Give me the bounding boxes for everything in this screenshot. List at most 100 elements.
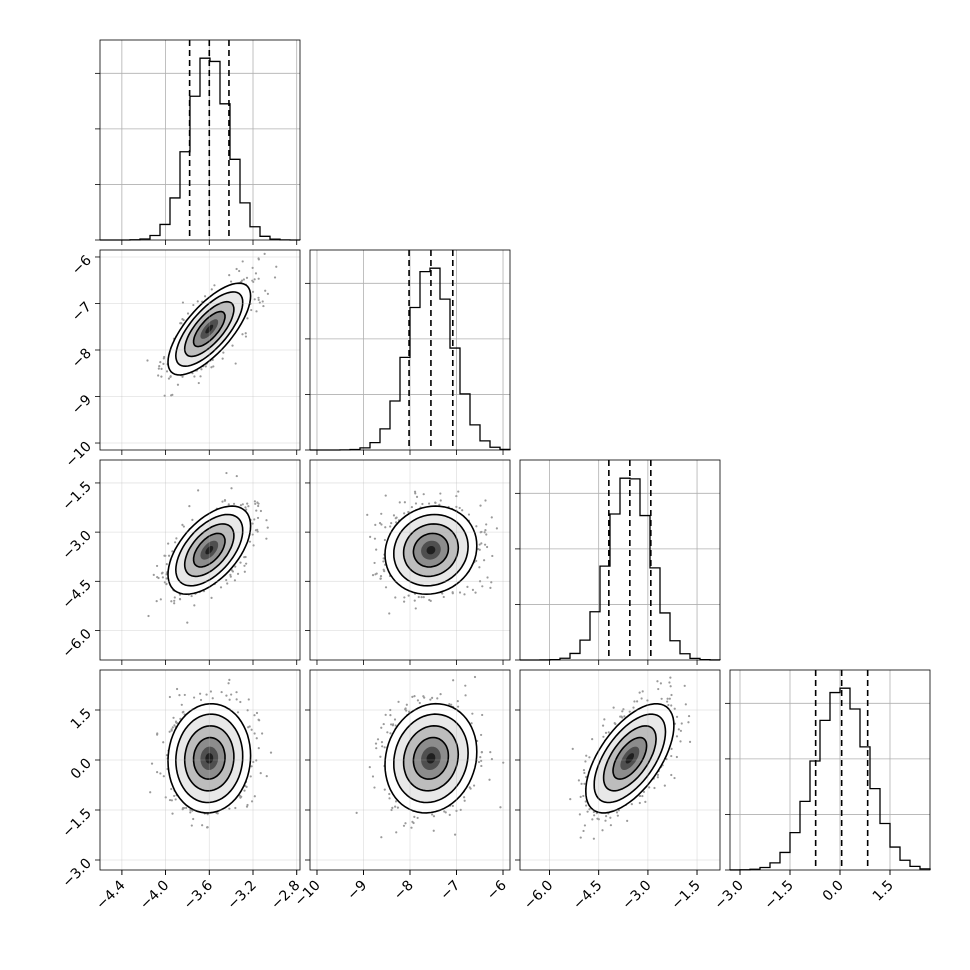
sample-point <box>416 816 419 820</box>
sample-point <box>470 722 473 725</box>
density-contour <box>167 282 252 376</box>
sample-point <box>254 502 257 505</box>
sample-point <box>231 570 235 573</box>
density-contour <box>174 291 244 368</box>
sample-point <box>250 765 253 768</box>
sample-point <box>241 503 244 506</box>
sample-point <box>388 612 391 615</box>
sample-point <box>234 806 237 810</box>
sample-point <box>394 805 397 808</box>
sample-point <box>155 600 158 603</box>
sample-point <box>160 375 163 378</box>
sample-point <box>251 533 254 536</box>
sample-point <box>275 265 278 268</box>
sample-point <box>173 602 176 605</box>
sample-point <box>244 332 247 335</box>
density-contour <box>392 713 469 804</box>
sample-point <box>472 784 476 787</box>
sample-point <box>259 509 263 513</box>
sample-point <box>197 489 200 492</box>
sample-point <box>578 813 581 816</box>
sample-point <box>483 531 486 534</box>
sample-point <box>253 278 256 281</box>
density-band <box>426 546 436 555</box>
sample-point <box>165 583 168 586</box>
sample-point <box>236 711 240 714</box>
sample-point <box>246 502 249 505</box>
sample-point <box>478 566 481 569</box>
sample-point <box>230 693 233 696</box>
sample-point <box>660 697 663 700</box>
sample-point <box>403 600 406 603</box>
sample-point <box>165 573 168 576</box>
sample-point <box>374 523 377 526</box>
sample-point <box>206 826 209 829</box>
sample-point <box>250 728 253 731</box>
density-band <box>205 324 214 334</box>
sample-point <box>254 272 258 275</box>
sample-point <box>394 724 397 727</box>
panel-content <box>355 675 505 839</box>
sample-point <box>248 540 252 543</box>
sample-point <box>170 600 173 603</box>
sample-point <box>413 694 416 698</box>
sample-point <box>644 800 647 804</box>
sample-point <box>584 760 587 763</box>
sample-point <box>395 831 398 834</box>
sample-point <box>185 806 188 810</box>
scatter-panel-3-2 <box>519 669 721 871</box>
density-contour <box>402 724 460 792</box>
sample-point <box>485 533 488 536</box>
density-contour <box>183 725 235 792</box>
sample-point <box>431 813 434 816</box>
density-contour <box>183 523 235 578</box>
sample-point <box>247 698 250 701</box>
sample-point <box>413 815 416 818</box>
sample-point <box>171 726 174 729</box>
sample-point <box>456 699 459 703</box>
sample-point <box>427 502 431 505</box>
sample-point <box>210 366 213 369</box>
sample-point <box>392 514 396 517</box>
sample-point <box>249 775 252 778</box>
sample-point <box>485 523 488 526</box>
sample-point <box>380 512 383 515</box>
sample-point <box>375 548 378 551</box>
sample-point <box>687 721 690 724</box>
sample-point <box>213 284 216 287</box>
sample-point <box>157 374 160 377</box>
sample-point <box>246 317 249 320</box>
density-contour <box>174 713 244 804</box>
sample-point <box>179 322 182 325</box>
density-contour <box>167 702 252 814</box>
sample-point <box>190 824 193 827</box>
sample-point <box>156 733 159 736</box>
sample-point <box>252 544 255 547</box>
sample-point <box>429 599 432 602</box>
sample-point <box>165 577 168 580</box>
sample-point <box>241 260 244 263</box>
sample-point <box>266 526 269 529</box>
histogram-step <box>729 687 931 871</box>
scatter-panel-3-1 <box>309 669 511 871</box>
sample-point <box>432 829 435 832</box>
sample-point <box>403 501 406 504</box>
sample-point <box>583 771 586 775</box>
sample-point <box>586 810 589 813</box>
sample-point <box>420 596 423 599</box>
sample-point <box>163 394 166 397</box>
sample-point <box>162 362 165 365</box>
sample-point <box>461 509 464 512</box>
sample-point <box>227 503 230 506</box>
sample-point <box>170 787 173 791</box>
sample-point <box>477 547 480 551</box>
sample-point <box>480 764 483 768</box>
density-contour <box>174 513 244 587</box>
sample-point <box>182 318 185 322</box>
panel-frame <box>99 669 301 871</box>
sample-point <box>384 713 387 716</box>
sample-point <box>239 561 242 564</box>
density-contour <box>183 300 235 358</box>
sample-point <box>383 538 386 542</box>
sample-point <box>203 295 207 298</box>
